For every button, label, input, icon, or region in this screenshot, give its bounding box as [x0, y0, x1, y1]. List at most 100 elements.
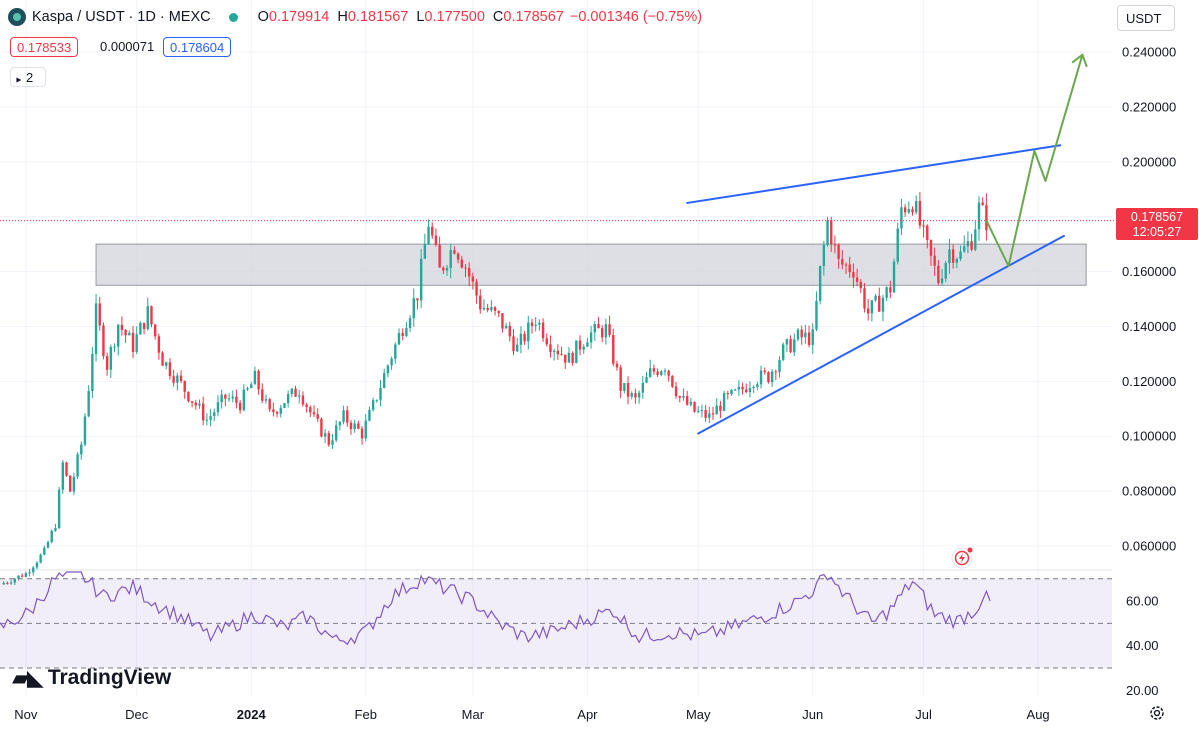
candle	[682, 388, 685, 401]
close-label: C	[492, 9, 504, 25]
candle	[383, 368, 386, 389]
candle	[711, 406, 715, 420]
candle	[892, 258, 896, 293]
time-axis: Nov Dec 2024 Feb Mar Apr May Jun Jul Aug	[14, 707, 1049, 722]
candle	[663, 368, 667, 376]
candle	[165, 361, 168, 370]
symbol-title[interactable]: Kaspa / USDT · 1D · MEXC	[32, 9, 211, 25]
candle	[826, 216, 829, 247]
candle	[545, 333, 548, 347]
change-value: −0.001346 (−0.75%)	[569, 9, 703, 25]
candle	[567, 347, 571, 363]
currency-dropdown[interactable]: USDT	[1117, 5, 1175, 31]
candle	[626, 376, 630, 405]
candle	[109, 344, 113, 378]
candle	[323, 429, 327, 444]
candle	[261, 383, 264, 404]
candle	[176, 372, 179, 391]
candle	[848, 256, 851, 278]
candle	[475, 278, 478, 304]
candle	[368, 406, 371, 422]
resistance-zone[interactable]	[95, 243, 1087, 286]
candle	[331, 434, 334, 449]
candle	[305, 402, 308, 413]
candle	[57, 487, 61, 530]
price-tick-label: 0.220000	[1122, 99, 1176, 114]
candle	[320, 417, 323, 438]
candle	[763, 367, 766, 375]
candle	[98, 296, 101, 331]
candle	[120, 316, 124, 336]
candle	[830, 216, 833, 252]
candle	[818, 265, 822, 305]
low-label: L	[416, 9, 425, 25]
open-value: 0.179914	[268, 9, 330, 25]
candle	[142, 322, 146, 335]
candle	[926, 224, 929, 249]
candle	[390, 356, 393, 371]
candle	[656, 368, 659, 378]
open-label: O	[257, 9, 269, 25]
candle	[416, 298, 419, 310]
candle	[604, 318, 608, 345]
candle	[187, 391, 190, 403]
candle	[564, 354, 567, 370]
candle	[815, 291, 818, 332]
candle	[767, 371, 770, 384]
projection-arrowhead	[1071, 53, 1088, 68]
candle	[279, 404, 282, 418]
candle	[637, 390, 641, 404]
price-tick-label: 0.240000	[1122, 44, 1176, 59]
candle	[922, 219, 925, 238]
candle	[977, 196, 981, 241]
candle	[205, 413, 209, 426]
candle	[183, 380, 186, 399]
time-tick-label: 2024	[237, 707, 267, 722]
candle	[885, 286, 888, 302]
candle	[65, 461, 68, 477]
candle	[782, 342, 785, 362]
candle	[72, 472, 76, 496]
candle	[752, 385, 755, 394]
candle	[552, 348, 556, 361]
candle	[405, 322, 408, 337]
candle	[719, 400, 722, 419]
alert-icon[interactable]	[951, 547, 973, 569]
candle	[168, 358, 172, 380]
candle	[220, 389, 223, 409]
candle	[623, 383, 626, 394]
candle	[346, 406, 349, 427]
candle	[722, 390, 726, 412]
candle	[586, 337, 589, 347]
candle	[479, 289, 482, 314]
candle	[349, 419, 353, 435]
candle	[630, 391, 633, 400]
candle	[523, 330, 526, 345]
spread-value: 0.000071	[100, 39, 155, 54]
candle	[789, 335, 792, 354]
gear-icon[interactable]	[1150, 706, 1164, 720]
indicators-toggle[interactable]: ▾ 2	[10, 67, 46, 87]
candle	[213, 408, 216, 422]
candle	[294, 385, 297, 397]
candle	[516, 337, 519, 353]
candle	[54, 523, 57, 532]
candle	[235, 389, 238, 409]
candle	[715, 398, 718, 415]
candle	[471, 272, 475, 290]
candle	[530, 318, 534, 334]
candle	[575, 340, 578, 364]
candle	[903, 204, 907, 218]
currency-label: USDT	[1126, 11, 1162, 26]
candle	[796, 327, 800, 342]
time-tick-label: Nov	[14, 707, 38, 722]
candle	[600, 325, 604, 343]
buy-price-badge[interactable]: 0.178604	[163, 37, 232, 57]
candle	[948, 238, 951, 274]
tradingview-logo[interactable]: ▰◣ TradingView	[12, 665, 171, 691]
candle	[914, 195, 918, 215]
candle	[674, 381, 678, 399]
sell-price-badge[interactable]: 0.178533	[10, 37, 79, 57]
candle	[940, 269, 944, 286]
